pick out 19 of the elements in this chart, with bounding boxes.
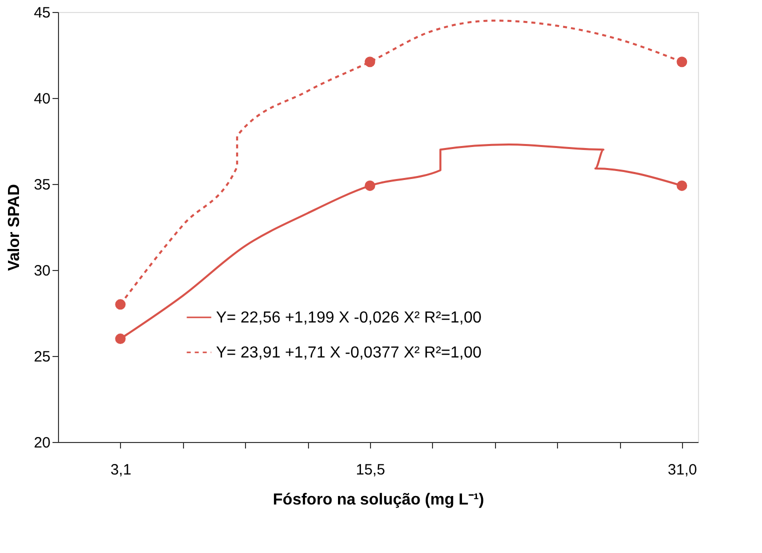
x-tick-label: 3,1 — [110, 462, 132, 478]
y-axis-title: Valor SPAD — [6, 184, 23, 271]
y-tick-label: 45 — [34, 4, 50, 22]
point — [115, 299, 126, 310]
y-tick-label: 25 — [34, 348, 50, 366]
point — [364, 56, 376, 68]
x-tick-label: 15,5 — [356, 462, 386, 478]
point — [364, 180, 376, 191]
y-tick-label: 30 — [34, 262, 50, 280]
point — [676, 180, 688, 191]
x-axis-title: Fósforo na solução (mg L⁻¹) — [272, 492, 484, 508]
legend-label: Y= 22,56 +1,199 X -0,026 X² R²=1,00 — [216, 309, 482, 326]
y-tick-label: 35 — [34, 176, 50, 194]
x-tick-label: 31,0 — [668, 462, 697, 478]
point — [115, 334, 126, 344]
y-tick-label: 40 — [34, 90, 50, 108]
y-tick-label: 20 — [34, 434, 50, 452]
legend-label: Y= 23,91 +1,71 X -0,0377 X² R²=1,00 — [216, 344, 482, 362]
point — [676, 56, 688, 68]
